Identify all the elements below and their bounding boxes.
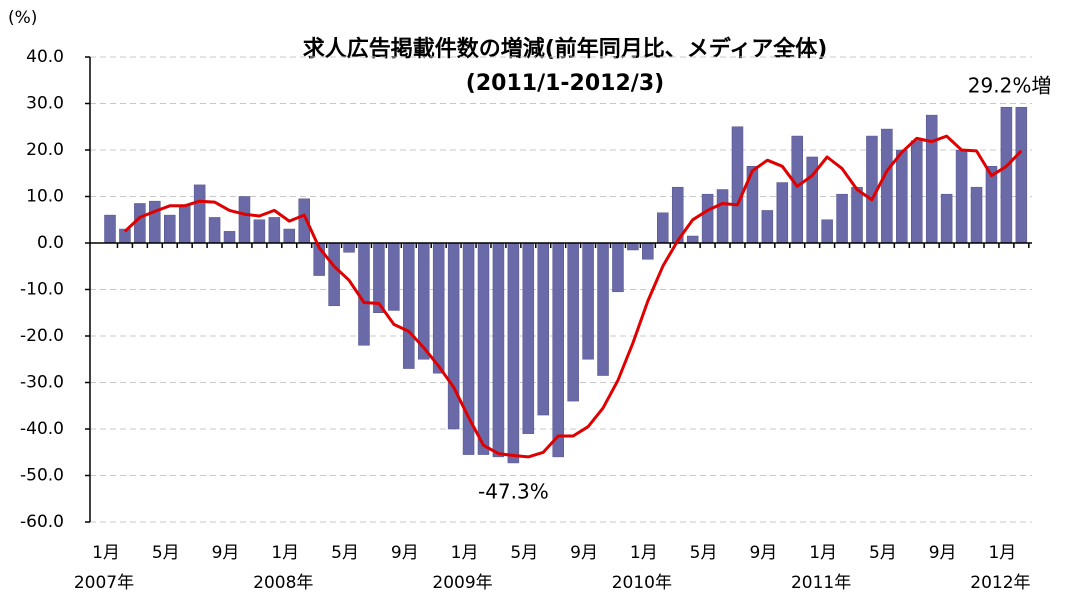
bar: [985, 166, 998, 244]
bar: [657, 212, 669, 244]
bar: [686, 235, 699, 244]
y-unit: (%): [8, 8, 37, 28]
chart-subtitle: (2011/1-2012/3): [466, 71, 664, 96]
x-tick-label: 5月: [690, 543, 718, 563]
x-group-label: 2012年: [970, 573, 1030, 593]
bar: [104, 214, 116, 244]
x-tick-label: 1月: [271, 543, 299, 563]
x-tick-label: 1月: [92, 543, 120, 563]
bar: [761, 210, 774, 244]
x-tick-label: 1月: [988, 543, 1016, 563]
bar: [701, 193, 714, 244]
line: [123, 134, 1023, 459]
bar: [238, 196, 251, 244]
bar: [955, 149, 968, 244]
bar: [507, 242, 520, 464]
x-tick-label: 1月: [809, 543, 837, 563]
bar: [403, 242, 415, 369]
x-group-label: 2011年: [791, 573, 851, 593]
bar: [821, 219, 833, 244]
bar: [193, 184, 206, 244]
y-tick-label: 20.0: [26, 140, 64, 160]
bar: [731, 126, 744, 244]
x-tick-label: 9月: [749, 543, 777, 563]
bar: [716, 189, 729, 244]
x-group-label: 2007年: [74, 573, 134, 593]
y-tick-label: 40.0: [26, 47, 64, 67]
y-tick-label: -10.0: [20, 280, 64, 300]
bar: [328, 242, 340, 307]
chart-title: 求人広告掲載件数の増減(前年同月比、メディア全体): [303, 36, 828, 62]
data-label: 29.2%増: [968, 74, 1052, 98]
data-label: -47.3%: [478, 479, 549, 503]
x-tick-label: 9月: [570, 543, 598, 563]
x-group-label: 2010年: [612, 573, 672, 593]
y-tick-label: -20.0: [20, 326, 64, 346]
x-group-label: 2008年: [253, 573, 313, 593]
bar: [253, 219, 266, 244]
bar: [149, 200, 161, 244]
bar: [388, 242, 400, 311]
bar: [851, 186, 863, 244]
y-tick-label: -40.0: [20, 419, 64, 439]
x-tick-label: 9月: [391, 543, 419, 563]
bar: [178, 205, 191, 244]
y-tick-label: 30.0: [26, 94, 64, 114]
bar: [223, 231, 236, 244]
bar: [881, 128, 893, 244]
bar: [343, 242, 355, 253]
bar: [911, 140, 923, 244]
bar: [1015, 106, 1028, 244]
x-tick-label: 9月: [212, 543, 240, 563]
y-tick-label: -50.0: [20, 466, 64, 486]
bar: [432, 242, 445, 374]
x-tick-label: 5月: [510, 543, 538, 563]
bar: [597, 242, 609, 376]
bar: [776, 182, 789, 244]
bar: [627, 242, 639, 251]
bar: [208, 217, 221, 244]
bar: [582, 242, 594, 360]
bar: [492, 242, 505, 458]
bar: [1000, 106, 1013, 244]
bar: [522, 242, 535, 434]
bar: [940, 193, 953, 244]
x-group-label: 2009年: [432, 573, 492, 593]
bar: [537, 242, 550, 416]
bar: [612, 242, 624, 293]
x-tick-label: 5月: [869, 543, 897, 563]
y-tick-label: 0.0: [37, 233, 64, 253]
bar: [283, 228, 296, 244]
x-tick-label: 1月: [451, 543, 479, 563]
y-tick-label: 10.0: [26, 187, 64, 207]
x-tick-label: 5月: [331, 543, 359, 563]
bar: [552, 242, 564, 458]
bar: [477, 242, 490, 455]
x-tick-label: 9月: [929, 543, 957, 563]
bar: [925, 114, 938, 244]
x-tick-label: 5月: [152, 543, 180, 563]
y-tick-label: -30.0: [20, 373, 64, 393]
bar: [567, 242, 579, 402]
bar: [791, 135, 803, 244]
y-tick-label: -60.0: [20, 512, 64, 532]
bar: [896, 149, 908, 244]
bar: [268, 217, 281, 244]
x-tick-label: 1月: [630, 543, 658, 563]
bar: [134, 203, 146, 244]
bar: [642, 242, 654, 260]
bar: [970, 186, 983, 244]
bar: [836, 193, 848, 244]
bar: [164, 214, 176, 244]
bar: [447, 242, 460, 430]
